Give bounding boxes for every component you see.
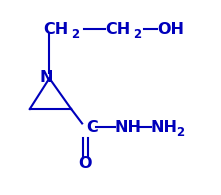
Text: OH: OH [157, 22, 184, 37]
Text: NH: NH [115, 120, 142, 135]
Text: CH: CH [105, 22, 130, 37]
Text: 2: 2 [176, 126, 184, 139]
Text: NH: NH [151, 120, 178, 135]
Text: 2: 2 [133, 27, 141, 41]
Text: 2: 2 [71, 27, 79, 41]
Text: CH: CH [43, 22, 68, 37]
Text: N: N [39, 70, 53, 85]
Text: C: C [86, 120, 98, 135]
Text: O: O [79, 156, 92, 171]
